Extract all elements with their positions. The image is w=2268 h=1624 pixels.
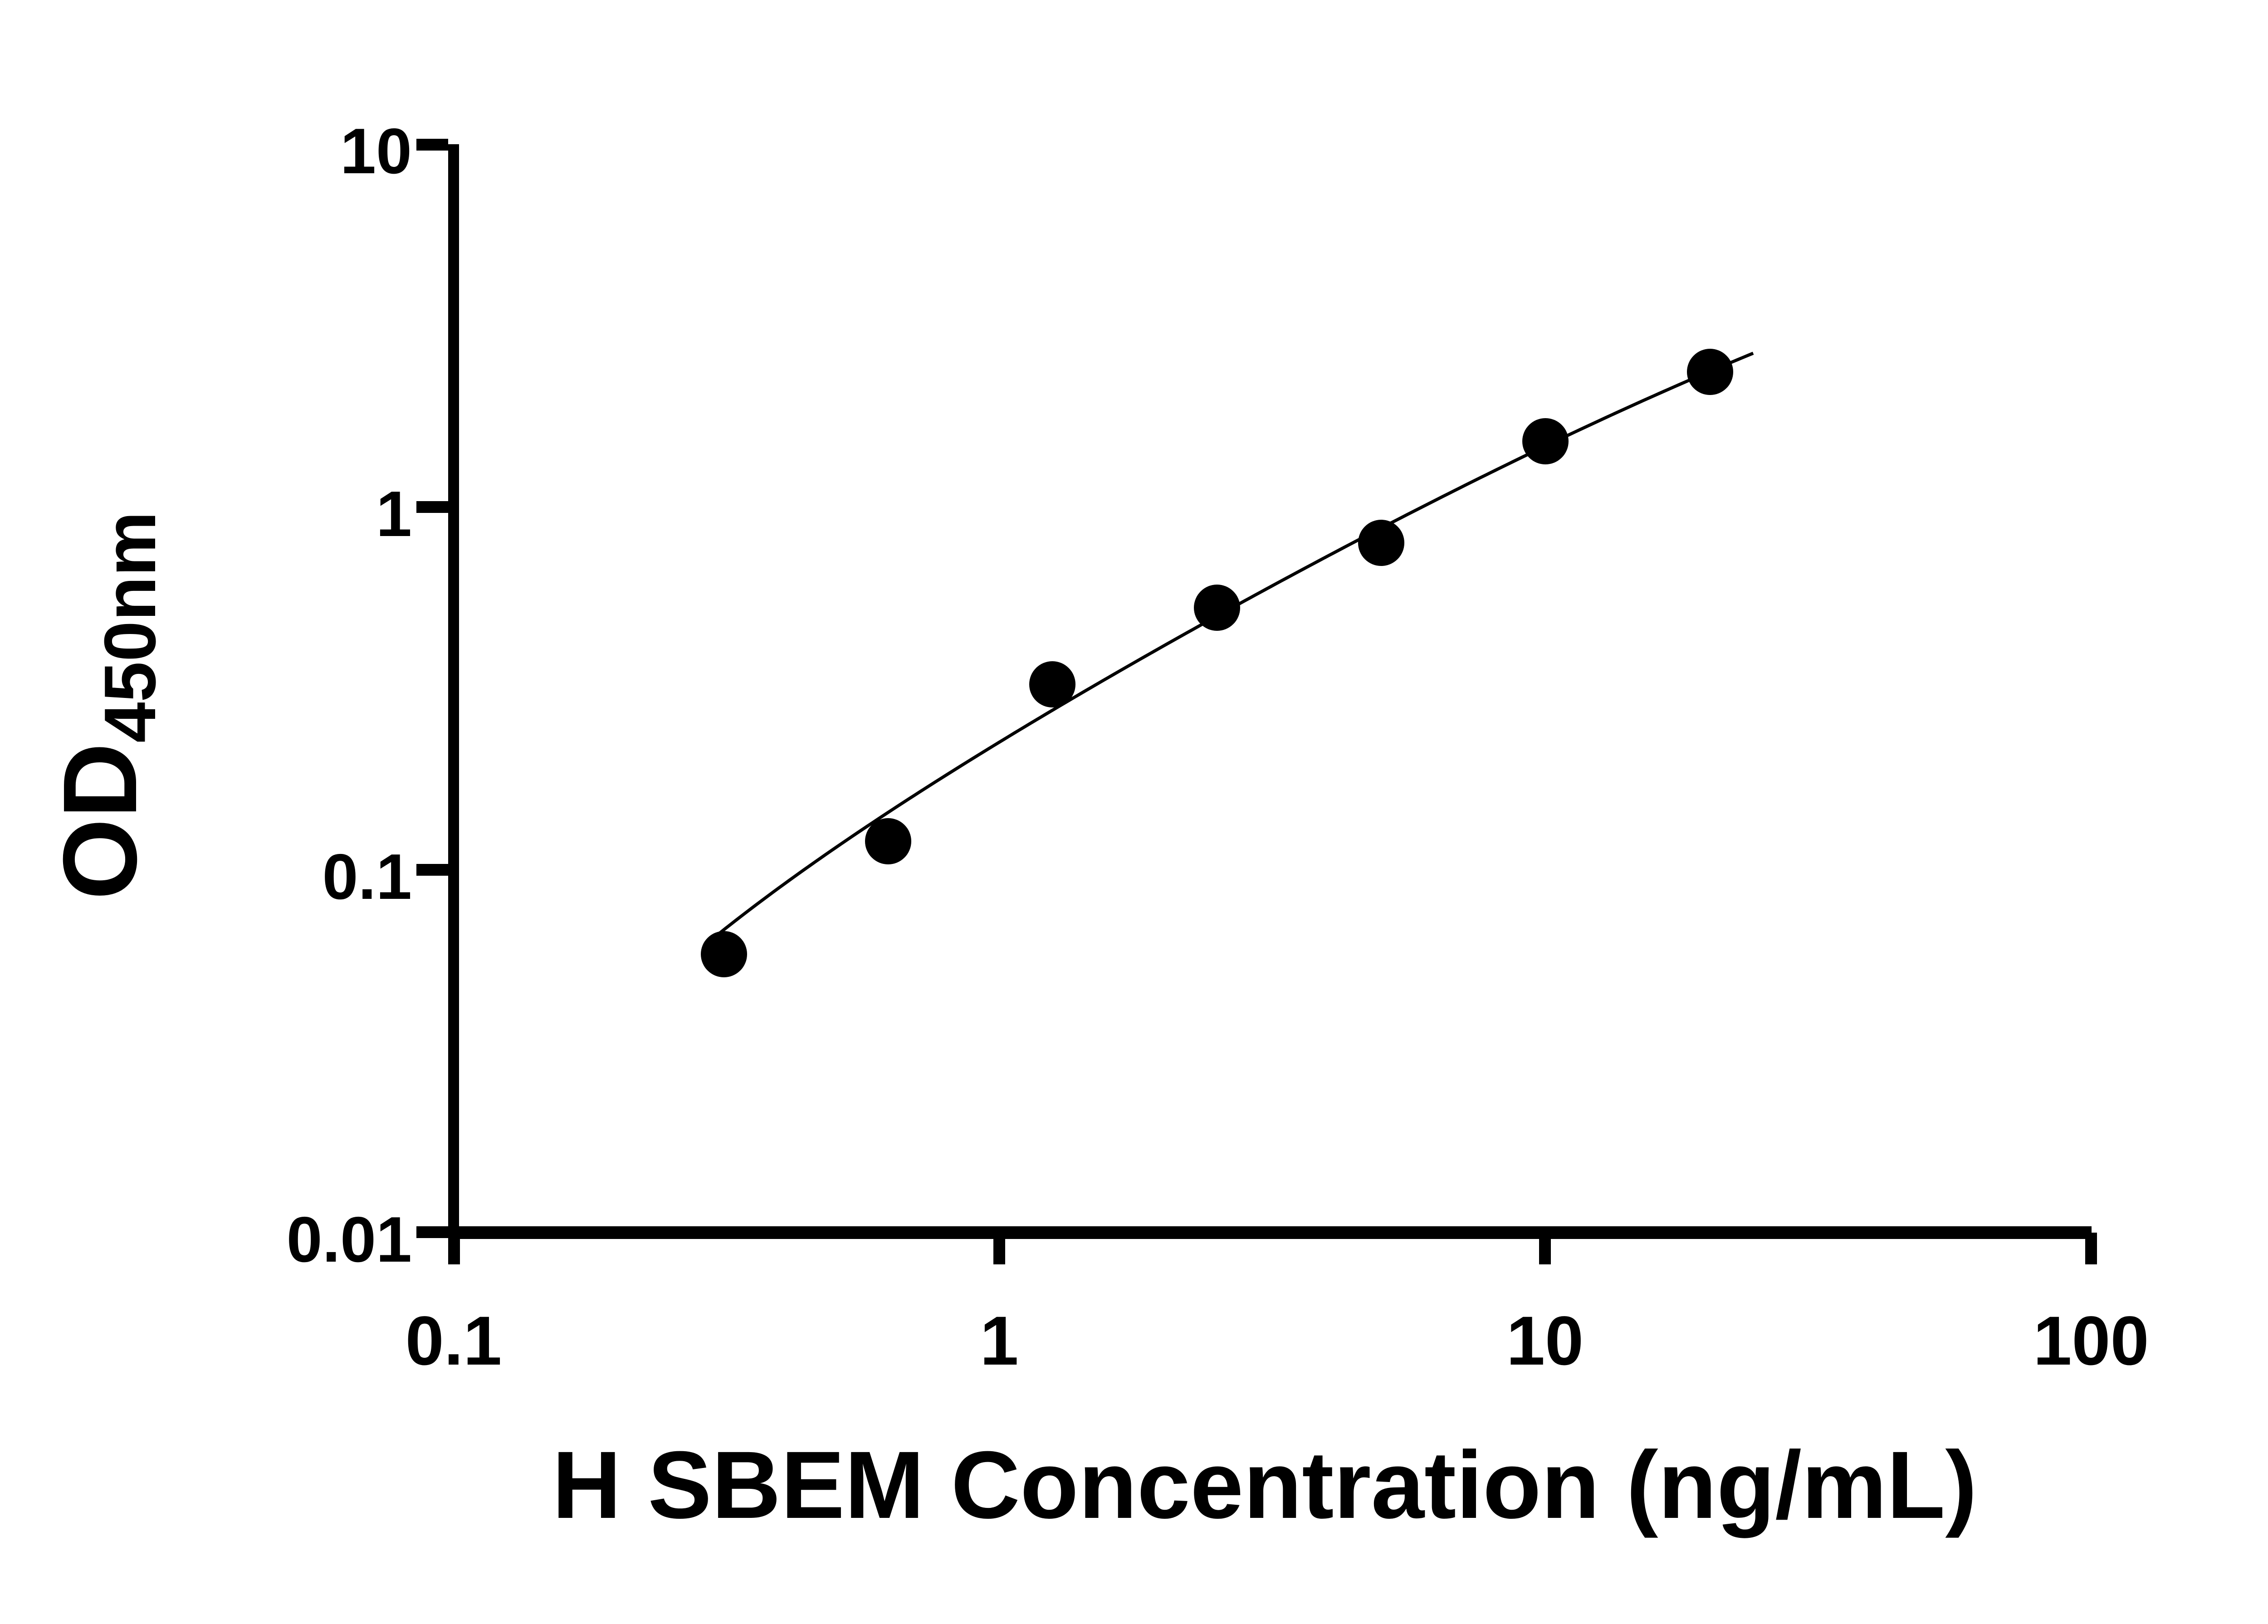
svg-text:0.1: 0.1 <box>406 1302 502 1380</box>
svg-text:10: 10 <box>340 115 412 187</box>
svg-text:100: 100 <box>2033 1302 2149 1380</box>
svg-text:H SBEM Concentration (ng/mL): H SBEM Concentration (ng/mL) <box>552 1431 1977 1538</box>
svg-text:1: 1 <box>980 1302 1018 1380</box>
svg-text:1: 1 <box>376 478 412 550</box>
svg-text:0.01: 0.01 <box>287 1204 412 1276</box>
svg-text:10: 10 <box>1506 1302 1584 1380</box>
svg-text:0.1: 0.1 <box>323 841 412 913</box>
